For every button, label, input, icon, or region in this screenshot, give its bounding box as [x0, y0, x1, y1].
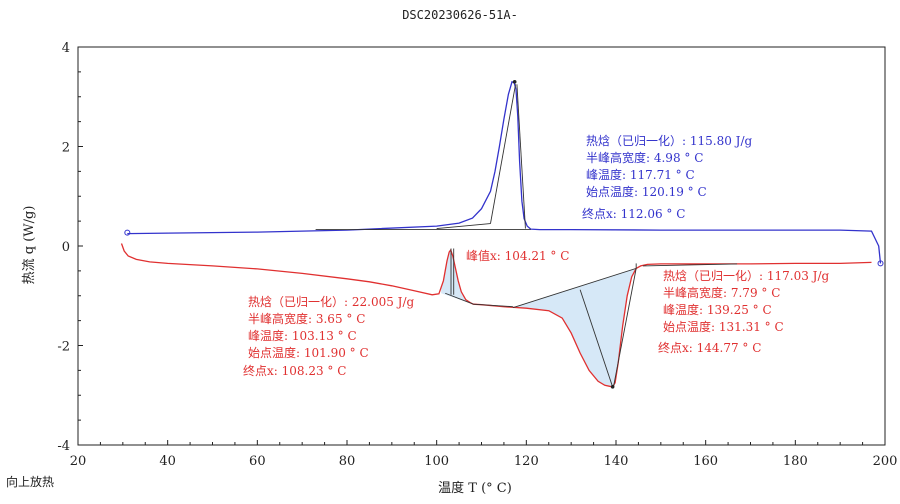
y-axis-label: 热流 q (W/g): [22, 206, 37, 285]
x-axis-label: 温度 T (° C): [438, 480, 512, 496]
red-peakvalue-label: 峰值x: 104.21 ° C: [466, 248, 569, 263]
y-tick-label: -2: [57, 340, 70, 355]
red-right-peaktemp-label: 峰温度: 139.25 ° C: [663, 302, 772, 317]
y-tick-label: -4: [57, 439, 70, 454]
blue-peaktemp-label: 峰温度: 117.71 ° C: [586, 167, 695, 182]
blue-onset-label: 始点温度: 120.19 ° C: [586, 184, 707, 199]
red-right-enthalpy-label: 热焓（已归一化）: 117.03 J/g: [663, 268, 830, 283]
red-right-onset-label: 始点温度: 131.31 ° C: [663, 319, 784, 334]
red-left-onset-label: 始点温度: 101.90 ° C: [248, 345, 369, 360]
red-right-endpoint-label: 终点x: 144.77 ° C: [658, 340, 761, 355]
red-right-end-tangent: [612, 268, 637, 388]
x-tick-label: 100: [424, 454, 449, 469]
chart-title: DSC20230626-51A-: [402, 8, 518, 22]
blue-start-marker: [124, 229, 131, 236]
red-right-post-baseline: [642, 263, 738, 267]
blue-rise-tangent: [490, 84, 517, 224]
x-tick-label: 200: [873, 454, 898, 469]
red-right-baseline: [512, 267, 637, 309]
red-mid-baseline: [473, 303, 513, 308]
red-left-enthalpy-label: 热焓（已归一化）: 22.005 J/g: [248, 294, 415, 309]
footer-label: 向上放热: [6, 474, 54, 489]
axes: 20 40 60 80 100 120 140 160 180 200 -4 -2 0 2 4: [57, 41, 897, 469]
blue-peak-point: [512, 80, 517, 84]
red-left-peaktemp-label: 峰温度: 103.13 ° C: [248, 328, 357, 343]
x-tick-label: 40: [159, 454, 176, 469]
plot-frame: [77, 46, 886, 446]
x-tick-label: 80: [339, 454, 356, 469]
red-left-endpoint-label: 终点x: 108.23 ° C: [243, 363, 346, 378]
blue-onset-tangent: [436, 223, 491, 230]
peak-area-fills: [441, 250, 637, 387]
x-tick-label: 140: [604, 454, 629, 469]
red-left-baseline: [445, 292, 474, 305]
blue-end-marker: [877, 260, 884, 267]
x-tick-label: 120: [514, 454, 539, 469]
blue-endpoint-label: 终点x: 112.06 ° C: [582, 206, 685, 221]
blue-series-line: [127, 80, 882, 264]
red-right-onset-tangent: [579, 289, 613, 387]
x-tick-label: 20: [70, 454, 87, 469]
x-tick-label: 160: [693, 454, 718, 469]
blue-fall-tangent: [516, 84, 526, 229]
x-tick-label: 180: [783, 454, 808, 469]
y-tick-label: 2: [62, 141, 70, 156]
series-lines: [120, 80, 882, 388]
blue-halfwidth-label: 半峰高宽度: 4.98 ° C: [586, 150, 703, 165]
y-tick-label: 0: [62, 240, 70, 255]
y-tick-label: 4: [62, 41, 70, 56]
red-right-peak-point: [610, 384, 615, 389]
x-tick-label: 60: [249, 454, 266, 469]
tangent-lines: [124, 80, 884, 389]
red-left-halfwidth-label: 半峰高宽度: 3.65 ° C: [248, 311, 365, 326]
red-right-halfwidth-label: 半峰高宽度: 7.79 ° C: [663, 285, 780, 300]
blue-enthalpy-label: 热焓（已归一化）: 115.80 J/g: [586, 133, 753, 148]
